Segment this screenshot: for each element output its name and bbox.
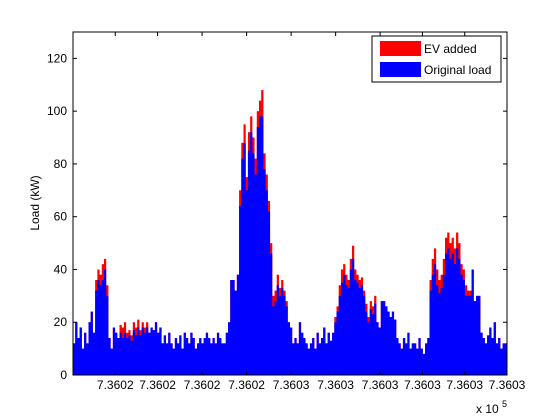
y-tick-label: 80 bbox=[54, 157, 68, 171]
x-tick-label: 7.3603 bbox=[317, 378, 354, 392]
axes-box bbox=[72, 31, 508, 376]
y-axis: 0 20 40 60 80 100 120 bbox=[47, 51, 507, 382]
legend-swatch-original bbox=[380, 62, 421, 77]
x-exponent-base: x 10 bbox=[476, 402, 499, 416]
y-tick-label: 20 bbox=[54, 315, 68, 329]
x-tick-label: 7.3603 bbox=[273, 378, 310, 392]
legend-swatch-ev bbox=[380, 41, 421, 56]
x-exponent-power: 5 bbox=[502, 399, 507, 409]
y-tick-label: 0 bbox=[60, 368, 67, 382]
series-layer bbox=[73, 90, 507, 376]
y-tick-label: 120 bbox=[47, 51, 67, 65]
y-axis-label: Load (kW) bbox=[28, 175, 42, 230]
series-area-original bbox=[73, 116, 507, 376]
y-tick-label: 60 bbox=[54, 210, 68, 224]
x-tick-label: 7.3603 bbox=[446, 378, 483, 392]
x-tick-label: 7.3603 bbox=[362, 378, 399, 392]
x-tick-label: 7.3603 bbox=[404, 378, 441, 392]
x-tick-label: 7.3602 bbox=[97, 378, 134, 392]
legend: EV added Original load bbox=[371, 35, 502, 83]
legend-label-ev: EV added bbox=[424, 42, 477, 56]
x-tick-label: 7.3602 bbox=[228, 378, 265, 392]
x-exponent-label: x 10 5 bbox=[476, 399, 507, 416]
x-axis: 7.3602 7.3602 7.3602 7.3602 7.3603 7.3603 7.36… bbox=[97, 32, 526, 392]
y-tick-label: 40 bbox=[54, 262, 68, 276]
legend-label-original: Original load bbox=[424, 63, 491, 77]
y-tick-label: 100 bbox=[47, 104, 67, 118]
x-tick-label: 7.3603 bbox=[489, 378, 526, 392]
x-tick-label: 7.3602 bbox=[139, 378, 176, 392]
x-tick-label: 7.3602 bbox=[184, 378, 221, 392]
